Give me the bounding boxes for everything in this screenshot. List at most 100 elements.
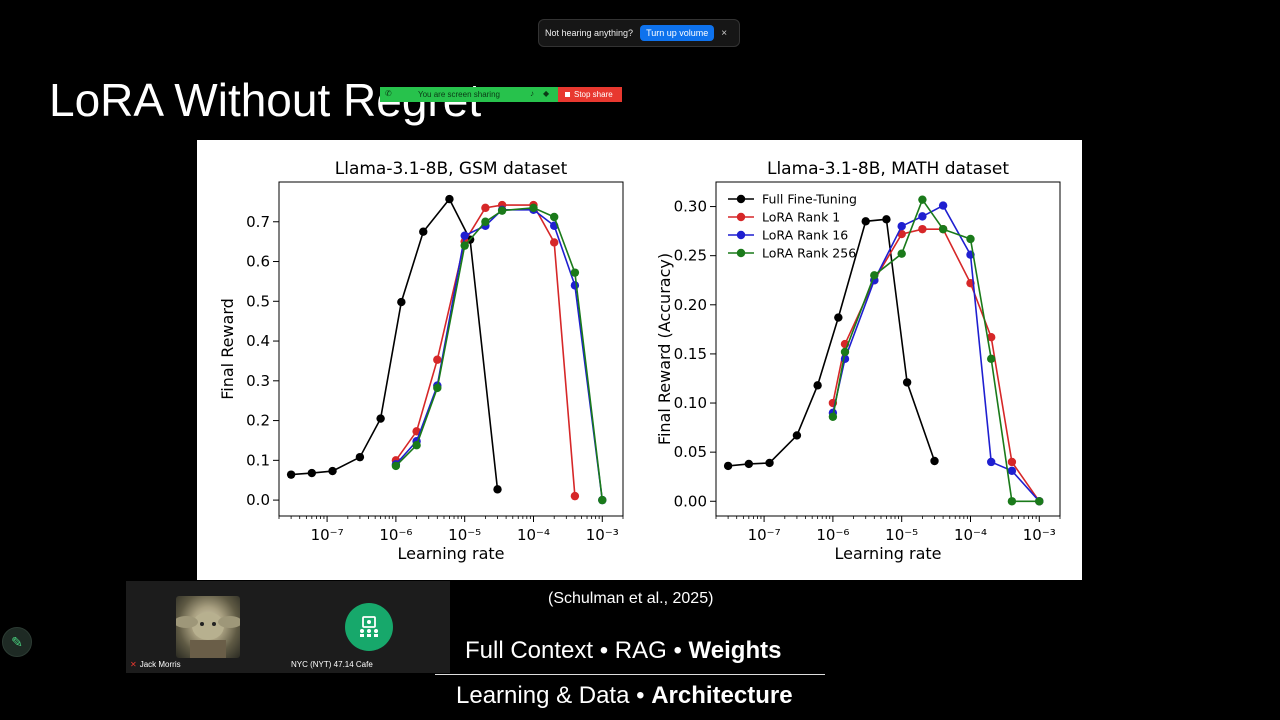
y-tick-label: 0.20: [674, 296, 707, 314]
data-point: [918, 224, 927, 234]
topics-line-1-normal: Full Context • RAG •: [465, 637, 689, 664]
series-line: [291, 197, 499, 490]
phone-icon: ✆: [385, 89, 392, 98]
data-point: [481, 217, 490, 226]
data-point: [460, 231, 469, 240]
series-line: [728, 218, 936, 467]
y-tick-label: 0.15: [674, 345, 707, 363]
data-point: [445, 194, 454, 204]
audio-notice: Not hearing anything? Turn up volume ×: [538, 19, 740, 47]
plot-frame: [278, 181, 624, 517]
data-point: [861, 217, 870, 226]
room-icon: [360, 616, 378, 637]
data-point: [550, 212, 559, 222]
room-avatar[interactable]: [345, 603, 393, 651]
data-point: [897, 222, 906, 231]
shield-icon[interactable]: ◆: [543, 89, 550, 98]
data-point: [570, 268, 580, 277]
y-tick-label: 0.0: [246, 491, 270, 509]
stop-share-button[interactable]: Stop share: [558, 87, 622, 102]
x-tick-label: 10⁻³: [586, 526, 619, 544]
data-point: [598, 495, 607, 505]
data-point: [1007, 457, 1017, 467]
chart-title: Llama-3.1-8B, MATH dataset: [767, 159, 1009, 179]
topics-line-2: Learning & Data • Architecture: [456, 682, 793, 710]
x-tick-label: 10⁻⁵: [885, 526, 918, 544]
data-point: [529, 203, 538, 213]
data-point: [765, 458, 774, 468]
data-point: [286, 470, 296, 479]
x-tick-label: 10⁻⁴: [517, 526, 550, 544]
data-point: [834, 313, 843, 322]
data-point: [433, 383, 442, 393]
stop-icon: [565, 92, 570, 97]
legend-label: LoRA Rank 256: [762, 246, 856, 261]
series-line: [832, 198, 1040, 503]
mic-icon[interactable]: ♪: [530, 89, 534, 98]
topics-line-2-normal: Learning & Data •: [456, 682, 652, 709]
data-point: [328, 466, 337, 476]
data-point: [938, 201, 948, 210]
y-tick-label: 0.1: [246, 451, 270, 469]
legend-label: LoRA Rank 1: [762, 210, 840, 225]
data-point: [460, 241, 469, 250]
legend: Full Fine-Tuning LoRA Rank 1 LoRA Rank 16 L…: [728, 192, 857, 261]
data-point: [918, 195, 927, 204]
participant-video-jack[interactable]: [176, 596, 240, 658]
legend-label: LoRA Rank 16: [762, 228, 848, 243]
data-point: [497, 206, 507, 215]
series-line: [395, 206, 604, 501]
participant-name-room: NYC (NYT) 47.14 Cafe: [291, 660, 373, 669]
y-tick-label: 0.3: [246, 372, 270, 390]
data-point: [813, 381, 822, 390]
series-line: [395, 209, 604, 501]
series-line: [395, 204, 576, 497]
chart-1: Llama-3.1-8B, GSM dataset Learning rate Fi…: [218, 159, 624, 563]
legend-swatch-marker: [736, 194, 746, 204]
data-point: [987, 333, 996, 342]
data-point: [987, 354, 996, 364]
data-point: [570, 281, 580, 290]
legend-label: Full Fine-Tuning: [762, 192, 857, 207]
screen-share-bar: ✆ You are screen sharing ♪ ◆ Stop share: [380, 87, 622, 102]
data-point: [570, 491, 580, 501]
stop-share-label: Stop share: [574, 90, 613, 99]
data-point: [433, 355, 442, 364]
topics-line-1: Full Context • RAG • Weights: [465, 637, 781, 665]
legend-swatch-marker: [736, 212, 746, 222]
close-icon[interactable]: ×: [721, 27, 728, 39]
x-tick-label: 10⁻⁷: [748, 526, 781, 544]
data-point: [550, 238, 559, 247]
y-tick-label: 0.00: [674, 492, 707, 510]
y-tick-label: 0.30: [674, 198, 707, 216]
x-tick-label: 10⁻⁷: [311, 526, 344, 544]
y-tick-label: 0.4: [246, 332, 270, 350]
y-tick-label: 0.7: [246, 213, 270, 231]
data-point: [412, 441, 421, 450]
data-point: [376, 414, 385, 423]
data-point: [307, 468, 317, 478]
data-point: [792, 431, 802, 440]
y-tick-label: 0.6: [246, 253, 270, 271]
data-point: [1035, 497, 1044, 506]
avatar: [176, 612, 240, 658]
data-point: [828, 412, 838, 421]
topics-line-1-bold: Weights: [688, 637, 782, 664]
turn-up-volume-button[interactable]: Turn up volume: [640, 25, 715, 41]
y-tick-label: 0.10: [674, 394, 707, 412]
mic-off-icon: ✕: [130, 660, 137, 669]
participant-name-jack: ✕ Jack Morris: [130, 660, 181, 669]
audio-notice-text: Not hearing anything?: [545, 28, 634, 38]
data-point: [966, 234, 975, 244]
y-tick-label: 0.05: [674, 443, 707, 461]
figure-panel: Llama-3.1-8B, GSM dataset Learning rate Fi…: [197, 140, 1082, 580]
data-point: [419, 227, 428, 236]
topics-line-2-bold: Architecture: [651, 682, 793, 709]
data-point: [744, 459, 754, 469]
data-point: [987, 457, 996, 467]
x-tick-label: 10⁻³: [1023, 526, 1056, 544]
data-point: [870, 271, 879, 280]
share-status[interactable]: ✆ You are screen sharing ♪ ◆: [380, 87, 558, 102]
annotate-pencil-icon[interactable]: ✎: [2, 627, 32, 657]
x-tick-label: 10⁻⁴: [954, 526, 987, 544]
